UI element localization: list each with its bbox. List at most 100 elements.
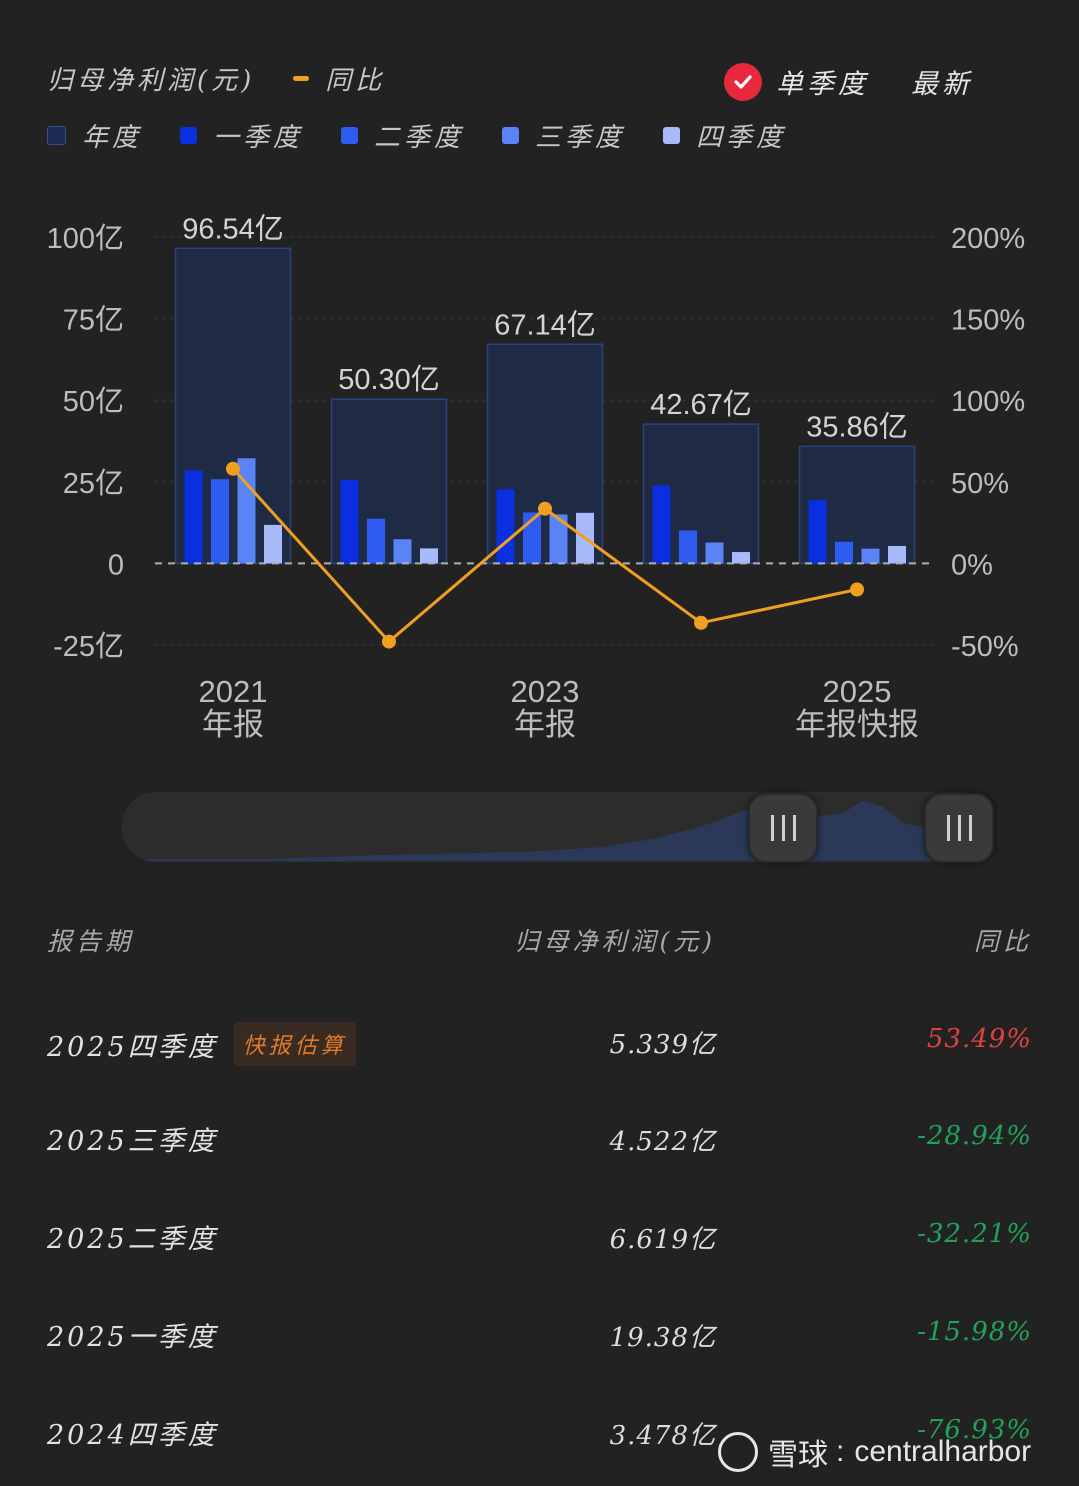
quarter-bar <box>888 545 906 564</box>
annual-bars <box>174 247 916 565</box>
yoy-point <box>850 582 864 597</box>
table-row[interactable]: 2024四季度 3.478亿 -76.93% <box>0 1401 1079 1461</box>
table-row[interactable]: 2025四季度 快报估算 5.339亿 53.49% <box>0 1010 1079 1070</box>
yoy-line <box>226 461 864 649</box>
row-value: 3.478亿 <box>609 1421 716 1451</box>
x-tick-label: 2023 <box>511 674 580 709</box>
annual-data-label: 35.86亿 <box>806 410 908 443</box>
x-tick-label: 年报快报 <box>795 707 919 742</box>
quarter-bar <box>679 530 697 564</box>
quarter-bar <box>861 548 880 564</box>
y-right-tick-label: 150% <box>951 305 1025 337</box>
table-row[interactable]: 2025三季度 4.522亿 -28.94% <box>0 1107 1079 1167</box>
y-left-tick-label: 100亿 <box>47 222 124 255</box>
latest-button[interactable]: 最新 <box>911 69 973 100</box>
single-quarter-label: 单季度 <box>776 69 869 100</box>
x-tick-label: 年报 <box>202 707 264 742</box>
quarter-bar <box>237 458 256 564</box>
quarter-bar <box>340 479 359 564</box>
row-period: 2024四季度 <box>47 1420 218 1451</box>
x-tick-label: 2025 <box>823 674 892 709</box>
annual-swatch-icon <box>47 126 66 145</box>
check-icon <box>724 62 762 101</box>
legend-line-2: 年度 一季度 二季度 三季度 四季度 <box>47 117 824 154</box>
y-left-tick-label: 25亿 <box>63 467 124 500</box>
quarter-bar <box>732 552 750 564</box>
annual-data-label: 50.30亿 <box>338 363 440 396</box>
profit-chart: -25亿 0 25亿 50亿 75亿 100亿 -50% 0% 50% 100% 150% 200%… <box>47 212 1026 742</box>
legend-metric: 归母净利润(元) <box>47 66 256 96</box>
snowball-logo-icon <box>718 1432 758 1472</box>
row-value: 5.339亿 <box>609 1030 716 1060</box>
range-slider[interactable] <box>122 792 994 862</box>
header-period: 报告期 <box>47 927 135 956</box>
quarter-bar <box>549 514 568 564</box>
quarter-bar <box>496 489 515 564</box>
row-yoy: 53.49% <box>926 1024 1032 1054</box>
quarter-bar <box>705 542 724 564</box>
quarter-bar <box>652 485 671 564</box>
quarter-bar <box>420 548 438 564</box>
legend-yoy[interactable]: 同比 <box>293 60 385 97</box>
y-right-tick-label: 200% <box>951 223 1025 255</box>
header-value: 归母净利润(元) <box>514 927 716 956</box>
overview-area <box>123 801 993 861</box>
quarter-bar <box>264 524 282 564</box>
row-yoy: -76.93% <box>917 1415 1032 1445</box>
y-left-tick-label: 0 <box>108 549 124 581</box>
slider-right-handle[interactable] <box>924 793 994 863</box>
header-yoy: 同比 <box>973 927 1032 956</box>
y-left-tick-label: 50亿 <box>63 385 124 418</box>
q2-swatch-icon <box>341 127 359 144</box>
y-right-tick-label: 100% <box>951 386 1025 418</box>
yoy-point <box>226 461 240 476</box>
legend-line-1: 归母净利润(元) 同比 <box>47 60 423 97</box>
legend-q2[interactable]: 二季度 <box>341 117 464 154</box>
y-right-tick-label: -50% <box>951 631 1019 663</box>
legend-q4[interactable]: 四季度 <box>663 117 786 154</box>
quarter-bar <box>211 479 229 564</box>
annual-labels: 96.54亿 50.30亿 67.14亿 42.67亿 35.86亿 <box>182 212 908 443</box>
slider-left-handle[interactable] <box>748 793 818 863</box>
y-right-tick-label: 0% <box>951 549 993 581</box>
quarter-bars <box>184 458 906 564</box>
quarter-bar <box>808 500 827 564</box>
legend-q1[interactable]: 一季度 <box>180 117 303 154</box>
row-yoy: -15.98% <box>917 1317 1032 1347</box>
row-period: 2025一季度 <box>47 1322 218 1353</box>
annual-data-label: 42.67亿 <box>650 388 752 421</box>
row-period: 2025二季度 <box>47 1224 218 1255</box>
row-value: 19.38亿 <box>609 1323 716 1353</box>
quarter-bar <box>367 518 385 564</box>
table-row[interactable]: 2025二季度 6.619亿 -32.21% <box>0 1205 1079 1265</box>
y-right-tick-label: 50% <box>951 468 1009 500</box>
row-value: 6.619亿 <box>609 1225 716 1255</box>
legend-q3[interactable]: 三季度 <box>502 117 625 154</box>
row-yoy: -28.94% <box>917 1121 1032 1151</box>
line-swatch-icon <box>293 76 310 81</box>
quarter-bar <box>393 539 412 564</box>
y-axis-right: -50% 0% 50% 100% 150% 200% <box>951 223 1025 663</box>
yoy-point <box>382 634 396 649</box>
estimate-badge: 快报估算 <box>233 1022 356 1066</box>
legend-annual[interactable]: 年度 <box>47 117 142 154</box>
single-quarter-toggle[interactable]: 单季度 最新 <box>724 62 973 101</box>
x-tick-label: 年报 <box>514 707 576 742</box>
quarter-bar <box>835 541 853 564</box>
y-left-tick-label: 75亿 <box>63 304 124 337</box>
table-row[interactable]: 2025一季度 19.38亿 -15.98% <box>0 1303 1079 1363</box>
row-value: 4.522亿 <box>609 1127 716 1157</box>
yoy-point <box>538 501 552 516</box>
annual-data-label: 67.14亿 <box>494 308 596 341</box>
yoy-point <box>694 615 708 630</box>
row-period: 2025三季度 <box>47 1126 218 1157</box>
q3-swatch-icon <box>502 127 520 144</box>
x-tick-label: 2021 <box>199 674 268 709</box>
row-period: 2025四季度 快报估算 <box>47 1022 356 1066</box>
y-axis-left: -25亿 0 25亿 50亿 75亿 100亿 <box>47 222 124 663</box>
row-yoy: -32.21% <box>917 1219 1032 1249</box>
annual-data-label: 96.54亿 <box>182 212 284 245</box>
q1-swatch-icon <box>180 127 198 144</box>
q4-swatch-icon <box>663 127 681 144</box>
